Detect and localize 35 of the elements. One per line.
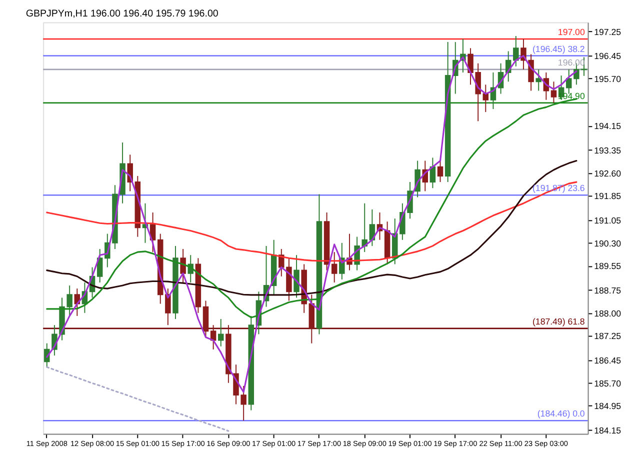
ref-line-label: (184.46) 0.0 (537, 408, 585, 419)
candlestick (528, 54, 534, 92)
y-tick-label: 188.75 (594, 286, 622, 296)
y-tick-label: 191.05 (594, 216, 622, 226)
candlestick (437, 160, 444, 183)
candlestick (536, 68, 542, 92)
chart-title: GBPJPYm,H1 196.00 196.40 195.79 196.00 (26, 8, 219, 20)
y-tick-label: 185.70 (594, 378, 622, 388)
y-tick-label: 189.55 (594, 261, 622, 272)
y-tick-label: 192.60 (594, 168, 622, 178)
ref-line-label: (187.49) 61.8 (532, 316, 585, 327)
candlestick (218, 318, 224, 347)
candlestick (513, 35, 519, 67)
y-tick-label: 190.30 (594, 238, 622, 248)
y-tick-label: 194.15 (594, 121, 622, 132)
y-tick-label: 188.00 (594, 308, 622, 318)
candlestick (180, 248, 186, 283)
y-tick-label: 186.45 (594, 356, 622, 366)
y-tick-label: 193.35 (594, 146, 622, 156)
y-tick-label: 191.85 (594, 191, 622, 202)
y-tick-label: 195.70 (594, 74, 622, 84)
candlestick (165, 288, 171, 326)
ref-line-label: (196.45) 38.2 (532, 44, 585, 54)
y-tick-label: 187.25 (594, 331, 622, 342)
y-tick-label: 196.45 (594, 51, 622, 62)
y-tick-label: 184.15 (594, 426, 622, 436)
candlestick (331, 252, 338, 283)
line-series (46, 366, 230, 432)
candlestick (294, 254, 300, 298)
ref-line-label: 197.00 (558, 27, 585, 38)
y-tick-label: 184.95 (594, 401, 622, 412)
y-tick-label: 197.25 (594, 26, 622, 37)
candlestick (482, 84, 489, 113)
candlestick (210, 324, 216, 350)
candlestick (550, 81, 557, 104)
